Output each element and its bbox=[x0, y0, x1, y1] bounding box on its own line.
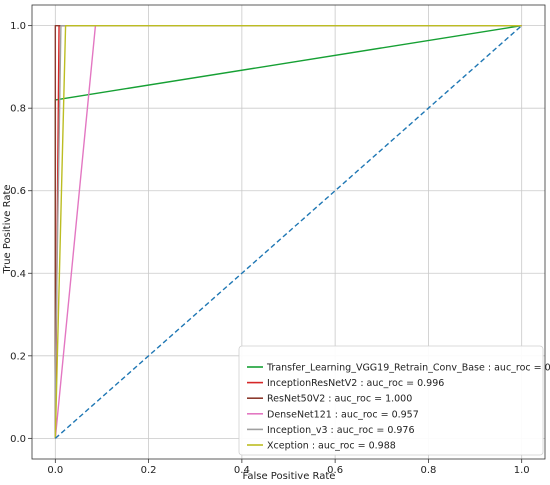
legend-entry-label: ResNet50V2 : auc_roc = 1.000 bbox=[267, 394, 412, 405]
y-tick-label: 1.0 bbox=[10, 21, 26, 32]
legend-box bbox=[238, 345, 544, 456]
y-tick-label: 0.2 bbox=[10, 351, 26, 362]
legend-entry-label: Xception : auc_roc = 0.988 bbox=[267, 441, 396, 452]
ticks: 0.0 0.2 0.4 0.6 0.8 1.0 0.0 0.2 0.4 0.6 0.8 1.0 bbox=[10, 21, 530, 476]
y-tick-label: 0.6 bbox=[10, 186, 26, 197]
y-tick-label: 0.0 bbox=[10, 434, 26, 445]
roc-curve-series-6 bbox=[54, 24, 522, 439]
legend-entry-label: DenseNet121 : auc_roc = 0.957 bbox=[267, 409, 419, 420]
x-tick-label: 0.4 bbox=[234, 465, 250, 476]
legend-entry-label: InceptionResNetV2 : auc_roc = 0.996 bbox=[267, 378, 444, 389]
x-tick-label: 0.2 bbox=[141, 465, 157, 476]
x-tick-label: 1.0 bbox=[514, 465, 530, 476]
series-lines bbox=[54, 24, 523, 439]
x-axis-label: False Positive Rate bbox=[243, 471, 336, 482]
y-axis-label: True Positive Rate bbox=[2, 184, 13, 274]
plot-frame bbox=[31, 4, 546, 460]
y-tick-label: 0.8 bbox=[10, 104, 26, 115]
legend-entry-label: Inception_v3 : auc_roc = 0.976 bbox=[267, 425, 415, 436]
x-tick-label: 0.0 bbox=[47, 465, 63, 476]
x-tick-label: 0.6 bbox=[327, 465, 343, 476]
legend: Transfer_Learning_VGG19_Retrain_Conv_Bas… bbox=[238, 345, 550, 456]
legend-entry-label: Transfer_Learning_VGG19_Retrain_Conv_Bas… bbox=[266, 363, 550, 374]
x-tick-label: 0.8 bbox=[420, 465, 436, 476]
y-tick-label: 0.4 bbox=[10, 269, 26, 280]
